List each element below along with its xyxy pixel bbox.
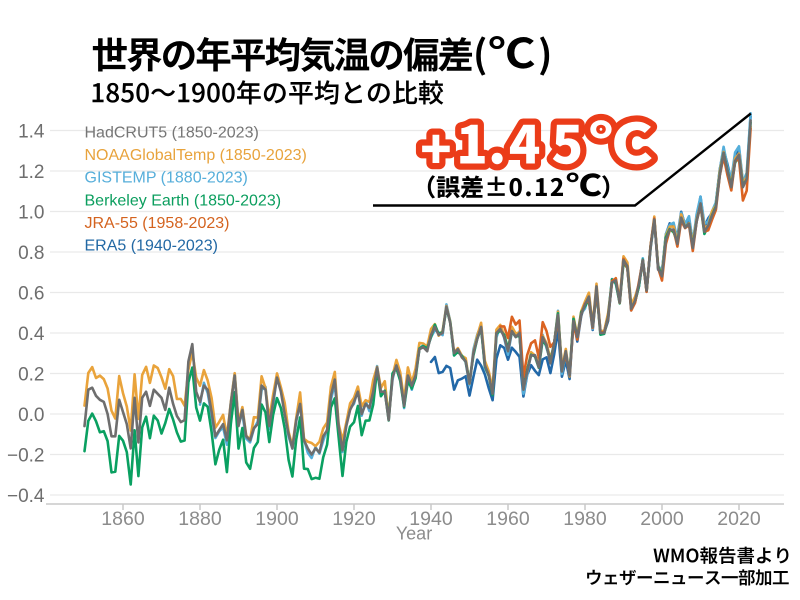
svg-text:1980: 1980	[563, 508, 607, 530]
svg-text:GISTEMP (1880-2023): GISTEMP (1880-2023)	[85, 170, 248, 187]
svg-text:Year: Year	[396, 524, 432, 544]
svg-text:0.6: 0.6	[18, 284, 44, 305]
svg-text:1960: 1960	[486, 508, 530, 530]
svg-text:1880: 1880	[178, 508, 222, 530]
svg-text:ERA5 (1940-2023): ERA5 (1940-2023)	[85, 238, 218, 255]
svg-text:−0.4: −0.4	[7, 486, 45, 507]
svg-text:1.0: 1.0	[18, 203, 44, 224]
svg-text:JRA-55 (1958-2023): JRA-55 (1958-2023)	[85, 215, 230, 232]
svg-text:HadCRUT5 (1850-2023): HadCRUT5 (1850-2023)	[85, 124, 259, 141]
svg-text:0.8: 0.8	[18, 243, 44, 264]
svg-text:Berkeley Earth (1850-2023): Berkeley Earth (1850-2023)	[85, 192, 282, 209]
svg-text:0.4: 0.4	[18, 324, 45, 345]
svg-text:2000: 2000	[640, 508, 684, 530]
svg-text:1.4: 1.4	[18, 122, 45, 143]
svg-text:0.2: 0.2	[18, 365, 44, 386]
svg-text:1.2: 1.2	[18, 162, 44, 183]
svg-text:NOAAGlobalTemp (1850-2023): NOAAGlobalTemp (1850-2023)	[85, 147, 307, 164]
svg-text:1860: 1860	[101, 508, 145, 530]
svg-text:2020: 2020	[717, 508, 761, 530]
svg-text:1900: 1900	[255, 508, 299, 530]
svg-text:0.0: 0.0	[18, 405, 44, 426]
svg-text:1940: 1940	[409, 508, 453, 530]
svg-text:−0.2: −0.2	[7, 446, 45, 467]
svg-text:1920: 1920	[332, 508, 376, 530]
